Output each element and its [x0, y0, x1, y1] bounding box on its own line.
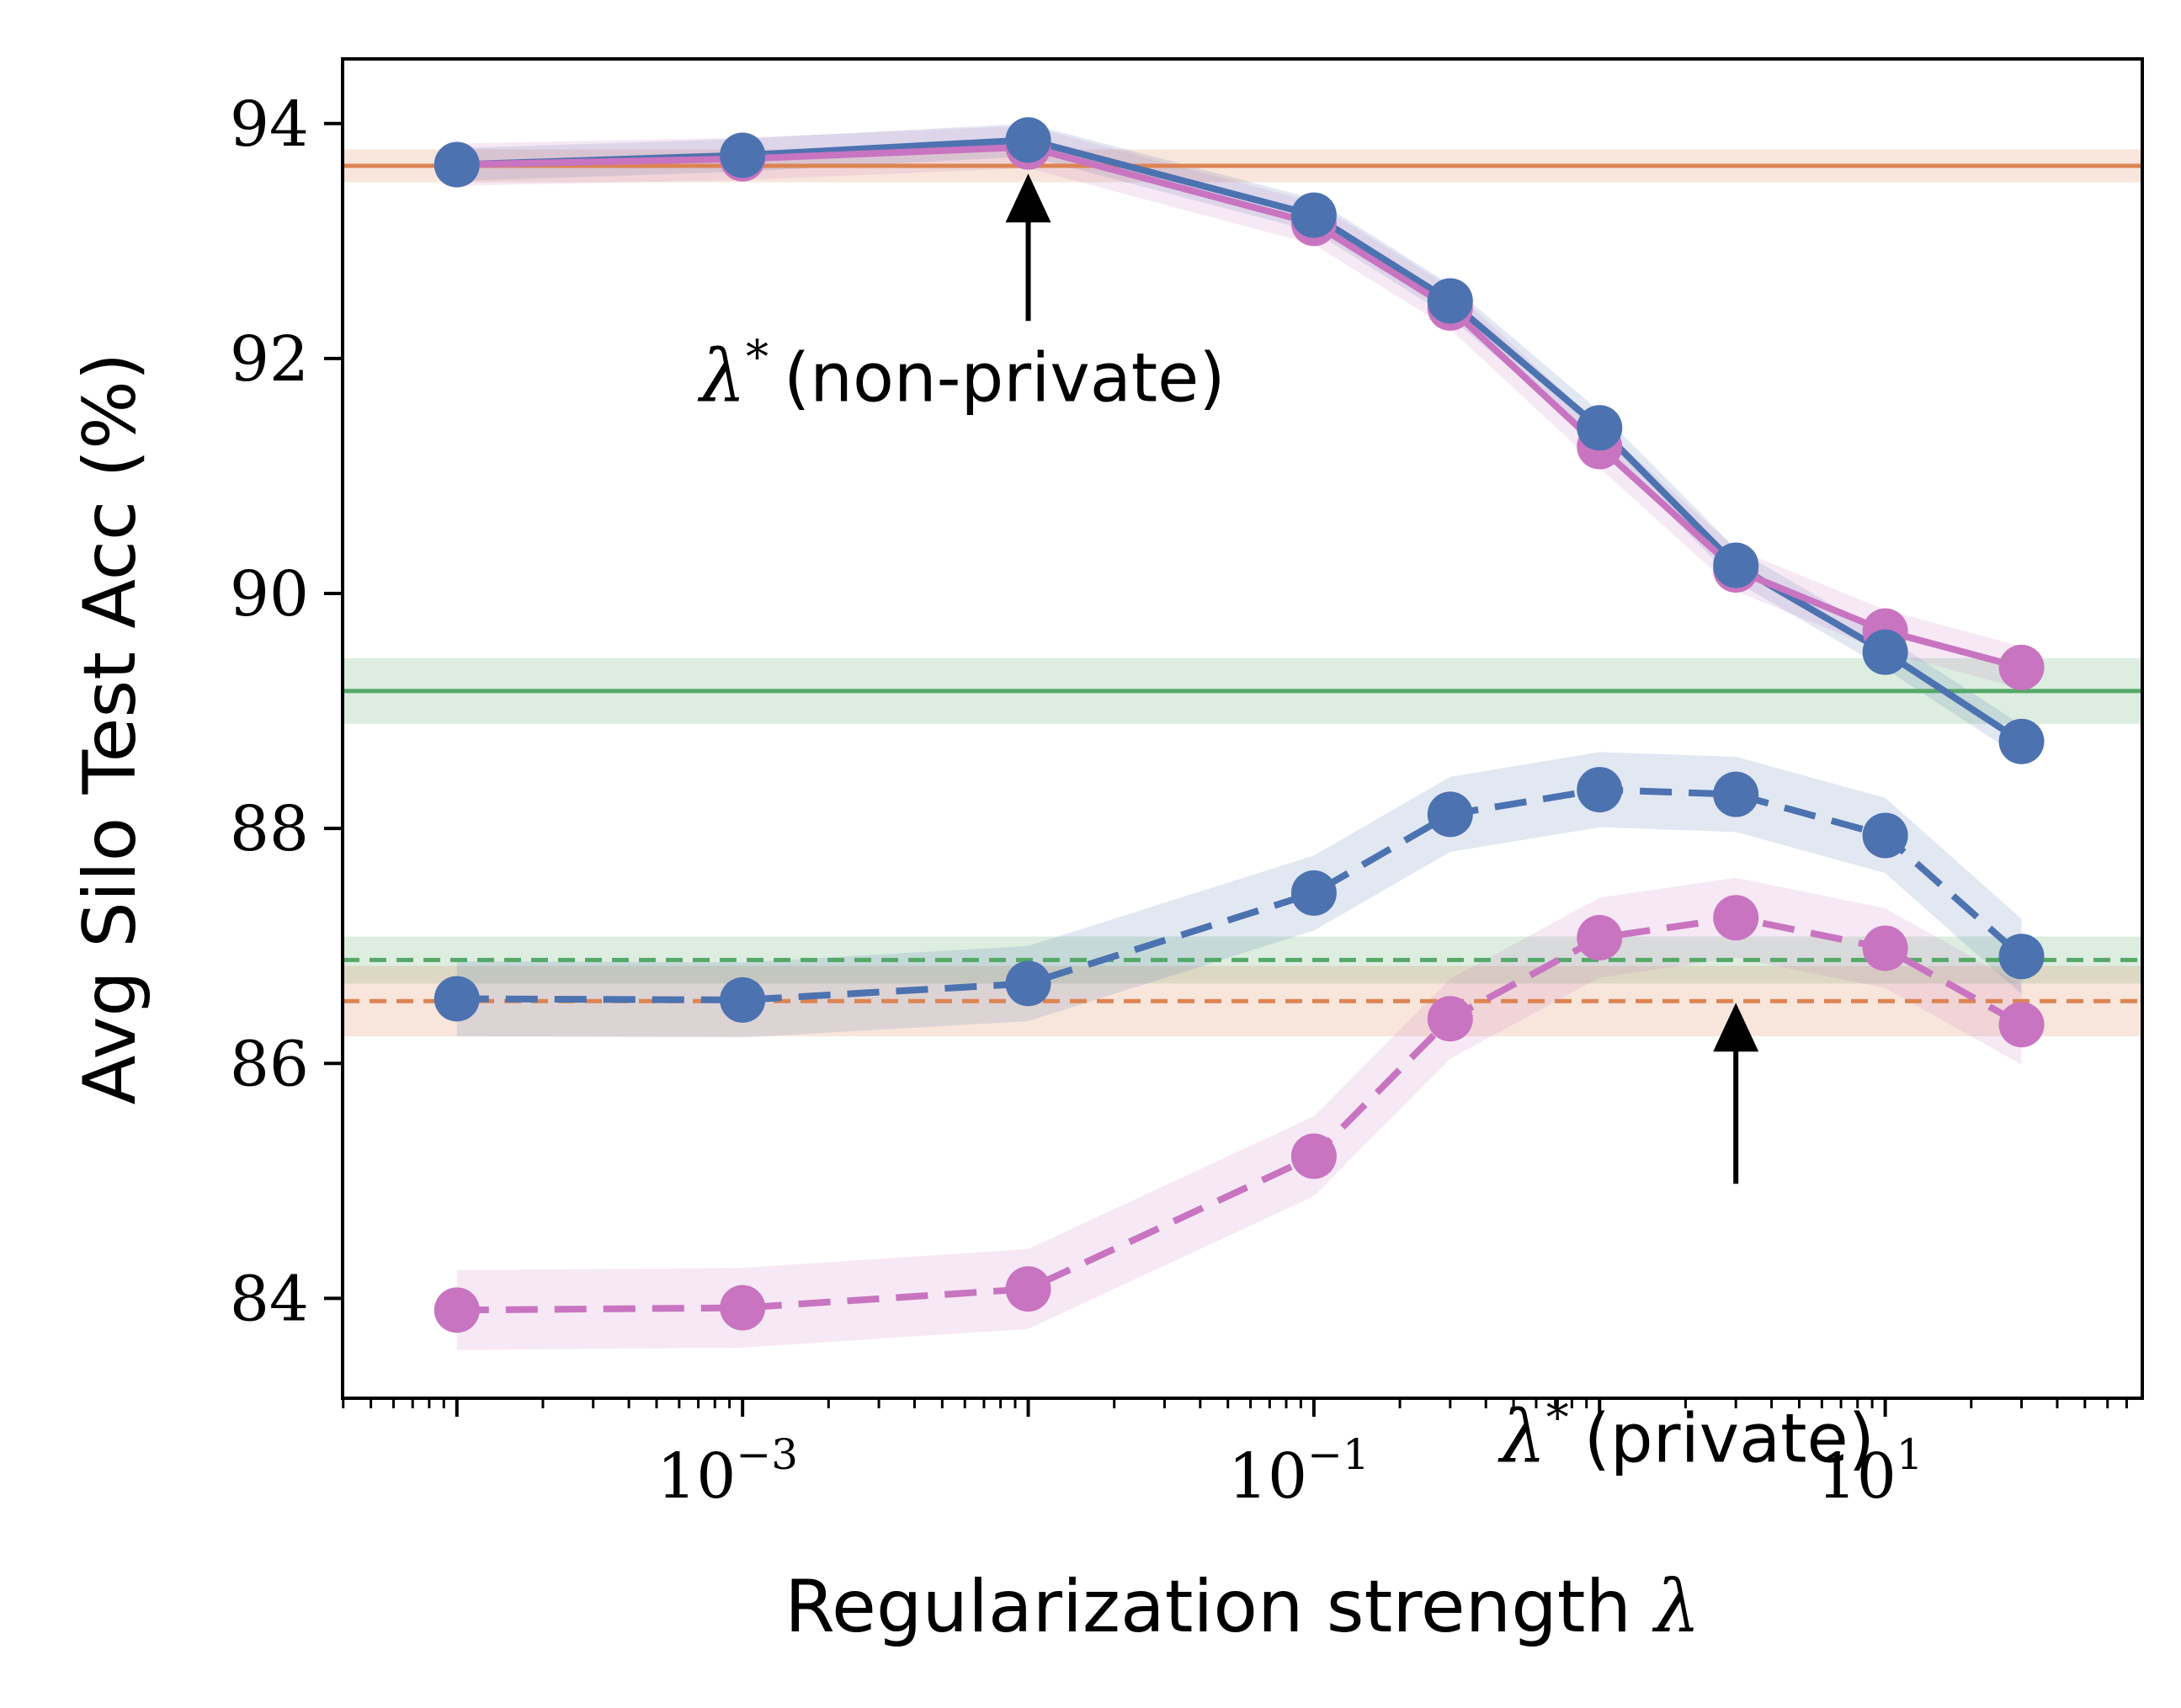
annotation-label-1: λ* (non-private) — [698, 330, 1226, 418]
series-1-point-5 — [1427, 278, 1473, 324]
annotation-text: (non-private) — [784, 338, 1225, 417]
y-tick-label-2: 86 — [230, 1028, 309, 1100]
series-1-point-4 — [1290, 192, 1337, 238]
y-axis-label: Avg Silo Test Acc (%) — [68, 353, 152, 1105]
series-2-point-9 — [1998, 644, 2045, 690]
series-3-point-2 — [720, 976, 766, 1023]
confidence-bands — [343, 123, 2142, 1350]
x-tick-label-2: 10−1 — [1228, 1430, 1370, 1513]
x-axis-label: Regularization strength λ — [785, 1565, 1700, 1649]
series-3-point-9 — [1998, 934, 2045, 980]
series-1-point-6 — [1577, 405, 1623, 451]
series-4-point-6 — [1577, 914, 1623, 960]
x-tick-base: 10 — [1228, 1440, 1307, 1513]
series-4-point-9 — [1998, 1002, 2045, 1048]
y-tick-label-6: 94 — [230, 88, 309, 161]
annotation-symbol: λ — [1497, 1395, 1546, 1479]
annotation-label-2: λ* (private) — [1497, 1391, 1875, 1479]
series-4-point-4 — [1290, 1133, 1337, 1179]
series-band-3 — [456, 752, 2022, 1038]
series-4-point-2 — [720, 1285, 766, 1331]
series-3-point-5 — [1427, 791, 1473, 838]
series-4-point-1 — [434, 1287, 480, 1333]
series-3-point-3 — [1005, 960, 1051, 1007]
annotation-text: (private) — [1584, 1399, 1875, 1477]
x-tick-label-3: 101 — [1817, 1430, 1923, 1513]
series-1-point-2 — [720, 132, 766, 178]
annotations: λ* (non-private)λ* (private) — [698, 173, 1875, 1479]
series-1-point-7 — [1713, 542, 1759, 588]
x-tick-exponent: 1 — [1896, 1430, 1923, 1479]
y-tick-label-3: 88 — [230, 793, 309, 865]
series-4-point-3 — [1005, 1266, 1051, 1312]
series-3-point-8 — [1862, 812, 1908, 859]
y-tick-label-4: 90 — [230, 558, 309, 631]
series-3-point-6 — [1577, 767, 1623, 813]
series-line-1 — [456, 136, 2024, 745]
series-4-point-5 — [1427, 996, 1473, 1042]
data-series — [456, 136, 2024, 1314]
x-axis-ticks: 10−3 10−1 101 — [342, 1398, 2128, 1513]
series-1-point-1 — [434, 141, 480, 188]
plot-frame — [341, 57, 2144, 1400]
series-4-point-8 — [1862, 925, 1908, 971]
series-3-point-4 — [1290, 870, 1337, 916]
x-tick-base: 10 — [657, 1440, 736, 1513]
annotation-superscript: * — [746, 330, 769, 383]
x-tick-exponent: −3 — [736, 1430, 798, 1479]
series-3-point-1 — [434, 976, 480, 1022]
annotation-symbol: λ — [698, 334, 747, 418]
series-1-point-3 — [1005, 117, 1051, 163]
series-1-point-8 — [1862, 629, 1908, 675]
series-1-point-9 — [1998, 718, 2045, 764]
y-axis-ticks: 84 86 88 90 92 94 — [230, 88, 343, 1335]
series-4-point-7 — [1713, 895, 1759, 941]
series-band-4 — [456, 877, 2022, 1350]
reference-lines — [343, 163, 2142, 1003]
series-line-2 — [456, 143, 2023, 671]
x-tick-label-1: 10−3 — [657, 1430, 798, 1513]
annotation-superscript: * — [1546, 1391, 1569, 1444]
series-band-2 — [456, 125, 2022, 689]
y-tick-label-1: 84 — [230, 1263, 309, 1335]
annotation-arrowhead-1 — [1005, 173, 1051, 223]
series-3-point-7 — [1713, 771, 1759, 817]
annotation-arrowhead-2 — [1713, 1003, 1759, 1052]
y-tick-label-5: 92 — [230, 323, 309, 396]
x-tick-base: 10 — [1817, 1440, 1896, 1513]
x-tick-exponent: −1 — [1307, 1430, 1370, 1479]
data-markers — [434, 117, 2045, 1333]
